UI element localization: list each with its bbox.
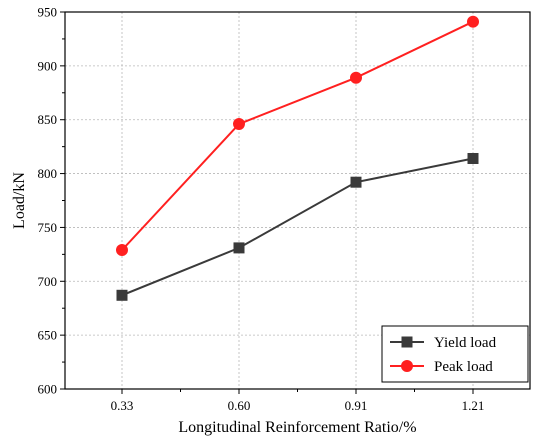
y-tick-label: 850 <box>38 112 58 127</box>
data-point <box>233 118 245 131</box>
legend: Yield load Peak load <box>381 325 529 383</box>
y-tick-label: 900 <box>38 58 58 73</box>
y-axis-title: Load/kN <box>11 172 28 229</box>
data-point <box>467 152 479 164</box>
grid <box>65 12 530 389</box>
y-tick-label: 650 <box>38 328 58 343</box>
x-axis-title: Longitudinal Reinforcement Ratio/% <box>178 419 416 436</box>
series-line <box>121 20 474 251</box>
legend-box <box>381 325 529 383</box>
data-point <box>350 176 362 188</box>
x-tick-label: 1.21 <box>462 398 485 413</box>
y-tick-label: 800 <box>38 166 58 181</box>
axes: 600 650 700 750 800 850 900 950 0.33 0.60 0.91 1.21 <box>38 5 485 414</box>
data-point <box>467 15 479 28</box>
data-point <box>116 289 128 301</box>
series-line <box>121 157 474 297</box>
x-tick-label: 0.33 <box>111 398 134 413</box>
legend-label: Yield load <box>434 335 497 351</box>
data-point <box>116 244 128 257</box>
x-tick-label: 0.91 <box>345 398 368 413</box>
legend-item: Yield load <box>390 335 497 351</box>
y-tick-label: 950 <box>38 5 58 20</box>
legend-marker <box>401 360 413 372</box>
x-tick-label: 0.60 <box>228 398 251 413</box>
series-yield-load <box>116 152 479 301</box>
series-layer <box>116 15 479 301</box>
y-tick-label: 750 <box>38 220 58 235</box>
legend-marker <box>401 336 413 348</box>
data-point <box>350 71 362 84</box>
y-tick-label: 700 <box>38 274 58 289</box>
legend-label: Peak load <box>434 359 493 375</box>
series-peak-load <box>116 15 479 257</box>
y-tick-label: 600 <box>38 382 58 397</box>
data-point <box>233 242 245 254</box>
legend-item: Peak load <box>390 359 493 375</box>
